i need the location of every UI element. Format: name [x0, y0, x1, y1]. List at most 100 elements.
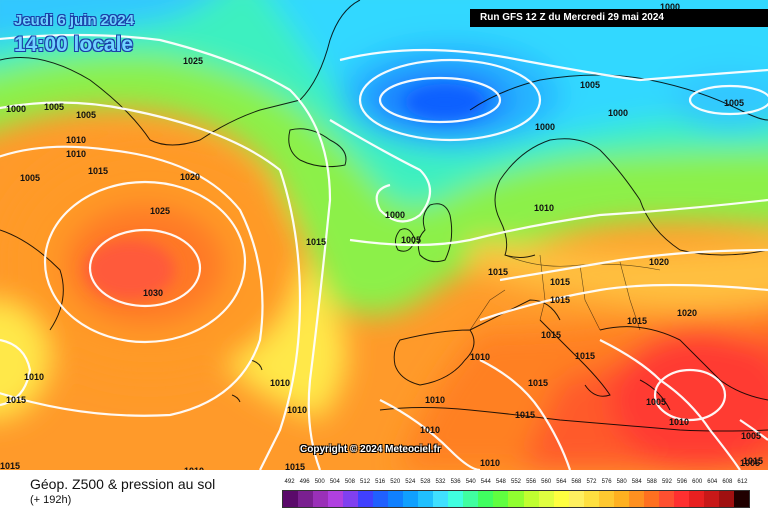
legend-swatch: [283, 491, 299, 507]
pressure-label: 1005: [646, 397, 666, 407]
legend-swatch: [658, 491, 674, 507]
legend-value: 580: [616, 479, 627, 485]
pressure-labels: 1025 1000 1005 1005 1010 1010 1005 1015 1020 1025…: [0, 2, 763, 470]
pressure-label: 1010: [24, 372, 44, 382]
model-run-label: Run GFS 12 Z du Mercredi 29 mai 2024: [470, 9, 768, 27]
copyright-notice: Copyright © 2024 Meteociel.fr: [300, 444, 441, 455]
legend-swatch: [478, 491, 494, 507]
legend-swatch: [583, 491, 599, 507]
pressure-label: 1015: [515, 410, 535, 420]
pressure-label: 1015: [550, 295, 570, 305]
pressure-label: 1005: [44, 102, 64, 112]
legend-value: 600: [692, 479, 703, 485]
legend-swatch: [508, 491, 524, 507]
pressure-label: 1015: [488, 267, 508, 277]
pressure-label: 1020: [677, 308, 697, 318]
legend-value: 504: [329, 479, 340, 485]
legend-swatch: [733, 491, 749, 507]
pressure-label: 1010: [66, 135, 86, 145]
legend-value: 588: [646, 479, 657, 485]
legend-value: 576: [601, 479, 612, 485]
pressure-label: 1005: [724, 98, 744, 108]
pressure-label: 1015: [528, 378, 548, 388]
pressure-label: 1015: [627, 316, 647, 326]
pressure-label: 1015: [550, 277, 570, 287]
map-footer: Géop. Z500 & pression au sol (+ 192h) 49…: [0, 470, 768, 512]
legend-swatch: [343, 491, 359, 507]
legend-swatch: [523, 491, 539, 507]
legend-swatch: [313, 491, 329, 507]
legend-swatch: [358, 491, 374, 507]
legend-swatch: [298, 491, 314, 507]
legend-value: 584: [631, 479, 642, 485]
pressure-label: 1010: [287, 405, 307, 415]
legend-value: 536: [450, 479, 461, 485]
legend-value: 524: [405, 479, 416, 485]
legend-swatch: [388, 491, 404, 507]
pressure-label: 1000: [385, 210, 405, 220]
map-title: Géop. Z500 & pression au sol: [30, 476, 216, 492]
pressure-label: 1015: [575, 351, 595, 361]
forecast-date: Jeudi 6 juin 2024: [14, 12, 135, 29]
legend-swatch: [373, 491, 389, 507]
pressure-label: 1005: [76, 110, 96, 120]
legend-swatch: [643, 491, 659, 507]
pressure-label: 1010: [184, 466, 204, 470]
pressure-label: 1015: [541, 330, 561, 340]
legend-swatch: [673, 491, 689, 507]
pressure-label: 1010: [425, 395, 445, 405]
borders: [469, 254, 661, 331]
legend-value: 540: [465, 479, 476, 485]
legend-swatch: [598, 491, 614, 507]
legend-swatch: [538, 491, 554, 507]
legend-swatch: [703, 491, 719, 507]
legend-value: 512: [360, 479, 371, 485]
legend-value: 528: [420, 479, 431, 485]
legend-value: 596: [677, 479, 688, 485]
pressure-label: 1010: [534, 203, 554, 213]
legend-labels: 492 496 500 504 508 512 516 520 524 528 532 536 540 5…: [282, 479, 750, 488]
pressure-label: 1000: [6, 104, 26, 114]
legend-value: 592: [661, 479, 672, 485]
legend-value: 552: [510, 479, 521, 485]
legend-value: 612: [737, 479, 748, 485]
pressure-label: 1020: [180, 172, 200, 182]
pressure-label: 1015: [306, 237, 326, 247]
pressure-label: 1025: [183, 56, 203, 66]
legend-value: 608: [722, 479, 733, 485]
legend-value: 544: [480, 479, 491, 485]
legend-swatch: [433, 491, 449, 507]
pressure-label: 1015: [6, 395, 26, 405]
legend-swatch: [553, 491, 569, 507]
pressure-label: 1005: [580, 80, 600, 90]
pressure-label: 1010: [66, 149, 86, 159]
legend-swatch: [493, 491, 509, 507]
pressure-label: 1015: [285, 462, 305, 470]
legend-swatch: [688, 491, 704, 507]
forecast-local-time: 14:00 locale: [14, 33, 134, 56]
pressure-label: 1005: [741, 431, 761, 441]
legend-value: 492: [284, 479, 295, 485]
legend-value: 520: [390, 479, 401, 485]
legend-swatch: [463, 491, 479, 507]
legend-swatch: [718, 491, 734, 507]
pressure-label: 1025: [150, 206, 170, 216]
legend-swatch: [448, 491, 464, 507]
forecast-lead-time: (+ 192h): [30, 494, 72, 506]
color-legend: 492 496 500 504 508 512 516 520 524 528 532 536 540 5…: [282, 479, 750, 508]
legend-value: 532: [435, 479, 446, 485]
legend-swatch: [403, 491, 419, 507]
pressure-label: 1010: [420, 425, 440, 435]
legend-value: 548: [495, 479, 506, 485]
legend-value: 508: [344, 479, 355, 485]
legend-swatch: [418, 491, 434, 507]
legend-color-bar: [282, 490, 750, 508]
pressure-label: 1015: [88, 166, 108, 176]
legend-value: 604: [707, 479, 718, 485]
geopotential-pressure-map: 1025 1000 1005 1005 1010 1010 1005 1015 1020 1025…: [0, 0, 768, 470]
legend-value: 564: [556, 479, 567, 485]
legend-swatch: [613, 491, 629, 507]
pressure-label: 1020: [649, 257, 669, 267]
legend-value: 496: [299, 479, 310, 485]
